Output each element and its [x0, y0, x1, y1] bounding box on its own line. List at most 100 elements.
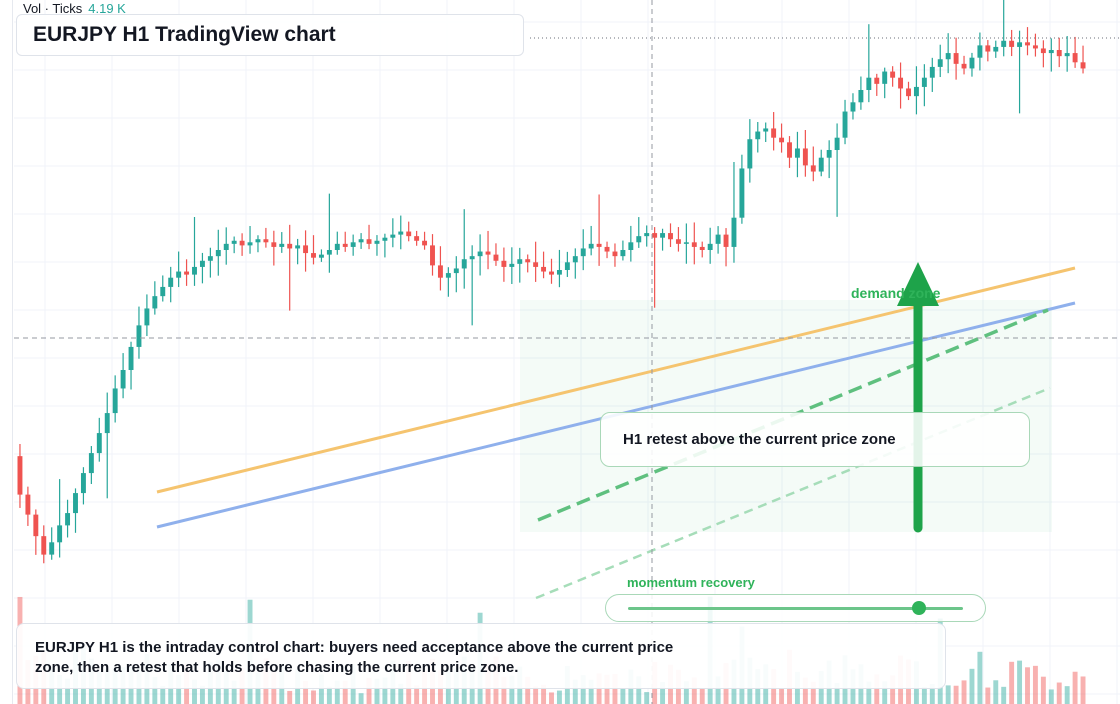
- candle-body: [104, 413, 110, 434]
- candle-body: [199, 260, 205, 267]
- volume-bar: [1080, 676, 1086, 704]
- candle-body: [580, 248, 586, 257]
- volume-bar: [620, 688, 626, 704]
- volume-bar: [985, 687, 991, 704]
- candle-body: [541, 266, 547, 272]
- volume-bar: [311, 690, 316, 704]
- candle-body: [184, 271, 190, 275]
- candle-body: [802, 148, 808, 166]
- candle-body: [112, 388, 118, 414]
- chart-title: EURJPY H1 TradingView chart: [33, 23, 336, 46]
- candle-body: [969, 57, 975, 69]
- volume-bar: [525, 676, 531, 704]
- candle-body: [699, 246, 705, 250]
- candle-body: [398, 231, 404, 235]
- candle-body: [430, 245, 435, 266]
- volume-bar: [953, 685, 959, 704]
- candle-body: [120, 370, 126, 389]
- candle-body: [437, 265, 443, 278]
- analysis-note: EURJPY H1 is the intraday control chart:…: [16, 623, 946, 689]
- candle-body: [1064, 53, 1070, 57]
- volume-bar: [414, 685, 420, 704]
- candle-body: [49, 542, 55, 555]
- candle-body: [326, 250, 332, 255]
- volume-bar: [802, 677, 808, 704]
- candle-body: [604, 246, 610, 252]
- candle-body: [128, 346, 134, 370]
- volume-bar: [779, 688, 785, 704]
- candle-body: [223, 243, 229, 250]
- candle-body: [556, 270, 562, 275]
- volume-bar: [199, 685, 205, 704]
- volume-bar: [810, 681, 816, 704]
- volume-bar: [374, 678, 380, 704]
- candle-body: [485, 251, 491, 255]
- candle-body: [41, 536, 47, 555]
- candle-body: [953, 53, 959, 64]
- candle-body: [390, 234, 396, 238]
- up-arrow-head: [897, 262, 939, 306]
- candle-body: [239, 240, 245, 246]
- volume-bar: [176, 675, 182, 704]
- volume-bar: [580, 675, 586, 704]
- candle-body: [144, 308, 150, 326]
- volume-bar: [874, 674, 880, 704]
- retest-callout-text: H1 retest above the current price zone: [623, 431, 896, 448]
- candle-body: [493, 254, 499, 261]
- volume-value: 4.19 K: [88, 1, 126, 16]
- candle-body: [247, 242, 253, 246]
- candle-body: [588, 243, 594, 249]
- candle-body: [509, 263, 515, 267]
- volume-label-text: Vol · Ticks: [23, 1, 83, 16]
- candle-body: [136, 325, 142, 347]
- candle-body: [628, 242, 634, 250]
- candle-body: [977, 45, 983, 58]
- volume-bar: [231, 680, 237, 704]
- volume-bar: [1040, 676, 1046, 704]
- volume-bar: [1032, 665, 1038, 704]
- momentum-label: momentum recovery: [627, 575, 755, 590]
- candle-body: [771, 128, 777, 138]
- candle-body: [644, 233, 650, 237]
- volume-bar: [683, 681, 689, 704]
- volume-bar: [549, 692, 554, 704]
- candle-body: [668, 233, 673, 240]
- volume-bar: [342, 680, 348, 704]
- volume-bar: [318, 674, 324, 704]
- volume-bar: [644, 692, 650, 704]
- volume-bar: [501, 676, 507, 704]
- candle-body: [80, 473, 86, 494]
- candle-body: [303, 245, 309, 254]
- candle-body: [152, 296, 158, 309]
- volume-bar: [882, 681, 888, 704]
- volume-bar: [1025, 667, 1030, 704]
- candle-body: [572, 256, 578, 263]
- candle-body: [406, 231, 412, 237]
- candle-body: [683, 242, 689, 244]
- candle-body: [1032, 45, 1038, 49]
- candle-body: [192, 266, 197, 275]
- candle-body: [334, 243, 340, 250]
- candle-body: [858, 90, 864, 103]
- candle-body: [913, 86, 919, 97]
- candle-body: [850, 102, 856, 112]
- candle-body: [636, 236, 642, 243]
- retest-callout: H1 retest above the current price zone: [600, 412, 1030, 467]
- volume-bar: [961, 680, 967, 704]
- candle-body: [929, 66, 935, 78]
- candle-body: [620, 250, 626, 257]
- candle-body: [1017, 42, 1023, 47]
- candle-body: [271, 242, 277, 247]
- volume-bar: [699, 688, 705, 704]
- candle-body: [160, 286, 166, 297]
- candle-body: [691, 242, 697, 247]
- candle-body: [469, 256, 475, 260]
- volume-bar: [1048, 689, 1054, 704]
- volume-bar: [65, 678, 71, 704]
- candle-body: [1048, 50, 1054, 54]
- candle-body: [763, 128, 769, 132]
- candle-body: [1056, 50, 1062, 57]
- candle-body: [707, 243, 713, 250]
- candle-body: [374, 240, 380, 244]
- volume-bar: [541, 684, 547, 704]
